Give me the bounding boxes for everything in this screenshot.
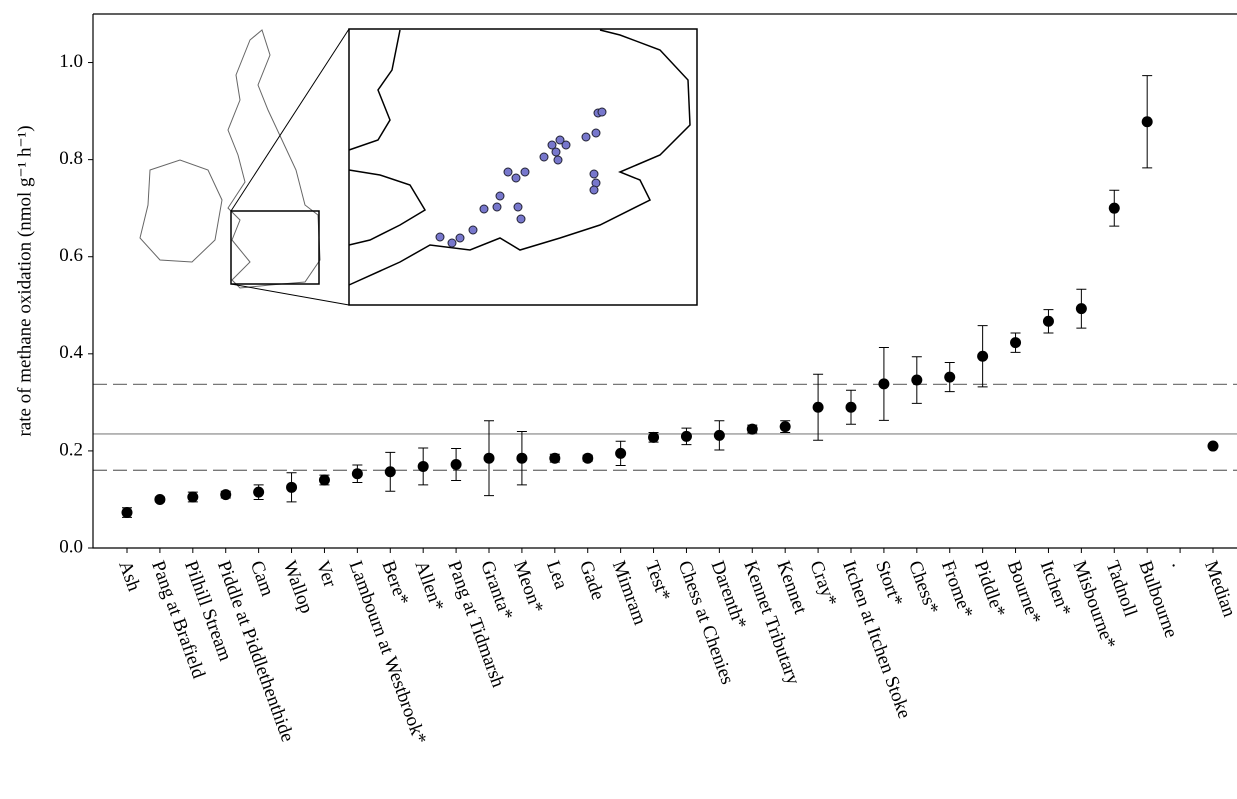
data-point — [450, 459, 462, 471]
data-point — [1010, 337, 1022, 349]
data-point — [1207, 440, 1219, 452]
data-point — [1042, 315, 1054, 327]
data-point — [417, 460, 429, 472]
data-point — [977, 350, 989, 362]
inset-box — [348, 28, 698, 306]
map-inset — [139, 28, 698, 306]
britain-outline — [227, 29, 321, 289]
data-point — [1141, 116, 1153, 128]
data-point — [812, 401, 824, 413]
x-tick-label: Ash — [114, 558, 144, 594]
data-point — [286, 481, 298, 493]
data-point — [318, 474, 330, 486]
x-tick-label: Itchen at Itchen Stoke — [838, 558, 915, 721]
x-tick-label: Lea — [542, 558, 572, 592]
x-tick-label: Cam — [246, 558, 278, 599]
data-point — [483, 452, 495, 464]
data-point — [713, 429, 725, 441]
inset-coast — [348, 29, 691, 286]
data-point — [384, 466, 396, 478]
y-tick-label: 0.4 — [59, 342, 83, 363]
data-point — [878, 378, 890, 390]
data-point — [549, 452, 561, 464]
data-point — [845, 401, 857, 413]
x-tick-label: Median — [1200, 558, 1237, 620]
x-tick-label: Allen* — [410, 558, 447, 614]
y-tick-label: 0.2 — [59, 439, 83, 460]
data-point — [253, 486, 265, 498]
data-point — [1108, 202, 1120, 214]
x-tick-label: Test* — [641, 558, 675, 604]
y-tick-label: 0.0 — [59, 536, 83, 557]
data-point — [220, 489, 232, 501]
y-tick-label: 1.0 — [59, 51, 83, 72]
data-point — [746, 423, 758, 435]
y-axis-label: rate of methane oxidation (nmol g⁻¹ h⁻¹) — [14, 125, 35, 436]
data-point — [648, 431, 660, 443]
data-point — [582, 452, 594, 464]
data-point — [680, 430, 692, 442]
x-tick-label: Chess* — [904, 558, 943, 617]
x-tick-label: Cray* — [805, 558, 841, 609]
x-tick-label: . — [1167, 558, 1188, 570]
data-point — [779, 421, 791, 433]
data-point — [911, 374, 923, 386]
x-tick-label: Bulbourne — [1134, 558, 1181, 641]
y-tick-label: 0.6 — [59, 245, 83, 266]
x-tick-label: Wallop — [279, 558, 317, 616]
site-dots — [435, 107, 607, 248]
ireland-outline — [139, 159, 223, 263]
data-point — [187, 491, 199, 503]
data-point — [351, 468, 363, 480]
data-point — [516, 452, 528, 464]
zoom-line — [230, 28, 350, 212]
data-point — [121, 507, 133, 519]
data-point — [944, 371, 956, 383]
x-tick-label: Stort* — [871, 558, 907, 609]
y-tick-label: 0.8 — [59, 148, 83, 169]
x-tick-label: Bere* — [377, 558, 412, 608]
data-point — [154, 493, 166, 505]
zoom-box — [230, 210, 320, 285]
x-tick-label: Gade — [575, 558, 608, 603]
zoom-line — [230, 283, 350, 306]
data-point — [615, 447, 627, 459]
data-point — [1075, 303, 1087, 315]
x-tick-label: Ver — [312, 558, 341, 591]
